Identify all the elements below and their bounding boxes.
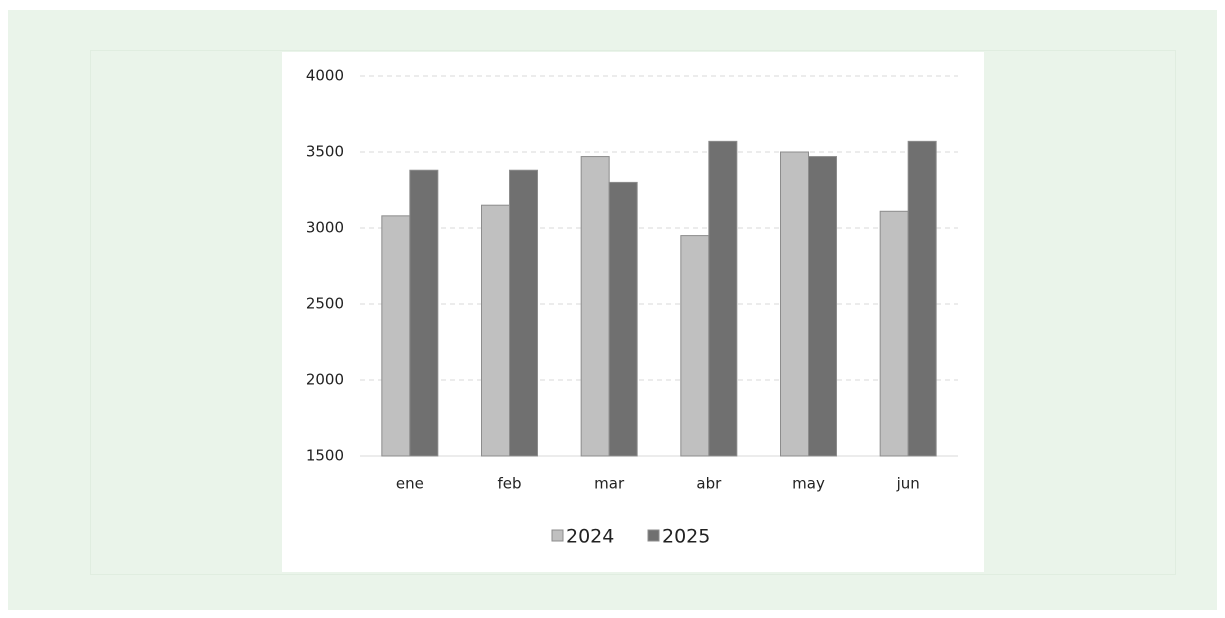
y-tick-label: 4000	[306, 67, 344, 85]
bar	[907, 140, 937, 457]
bar	[608, 181, 638, 457]
chart: 1500 2000 2500 3000 3500 4000 ene feb mar abr may j…	[282, 52, 984, 572]
x-tick-label: may	[792, 475, 825, 493]
x-tick-label: mar	[594, 475, 625, 493]
bar	[808, 156, 837, 457]
x-tick-label: ene	[396, 475, 424, 493]
y-tick-label: 2000	[306, 371, 344, 389]
bar	[509, 169, 538, 457]
bar	[481, 204, 510, 457]
bar	[580, 156, 610, 457]
legend-swatch	[647, 529, 660, 542]
bar	[680, 235, 710, 457]
x-tick-label: jun	[896, 475, 920, 493]
y-tick-label: 3000	[306, 219, 344, 237]
bar	[409, 169, 439, 457]
x-tick-label: feb	[497, 475, 521, 493]
bar	[879, 210, 909, 457]
y-tick-label: 1500	[306, 447, 344, 465]
legend-text: 2025	[662, 526, 710, 548]
bar	[381, 215, 411, 457]
panel	[90, 50, 1176, 575]
legend-swatch	[551, 529, 564, 542]
bar	[780, 151, 809, 457]
y-tick-label: 2500	[306, 295, 344, 313]
bar	[708, 140, 738, 457]
legend-text: 2024	[566, 526, 614, 548]
y-tick-label: 3500	[306, 143, 344, 161]
x-tick-label: abr	[696, 475, 722, 493]
